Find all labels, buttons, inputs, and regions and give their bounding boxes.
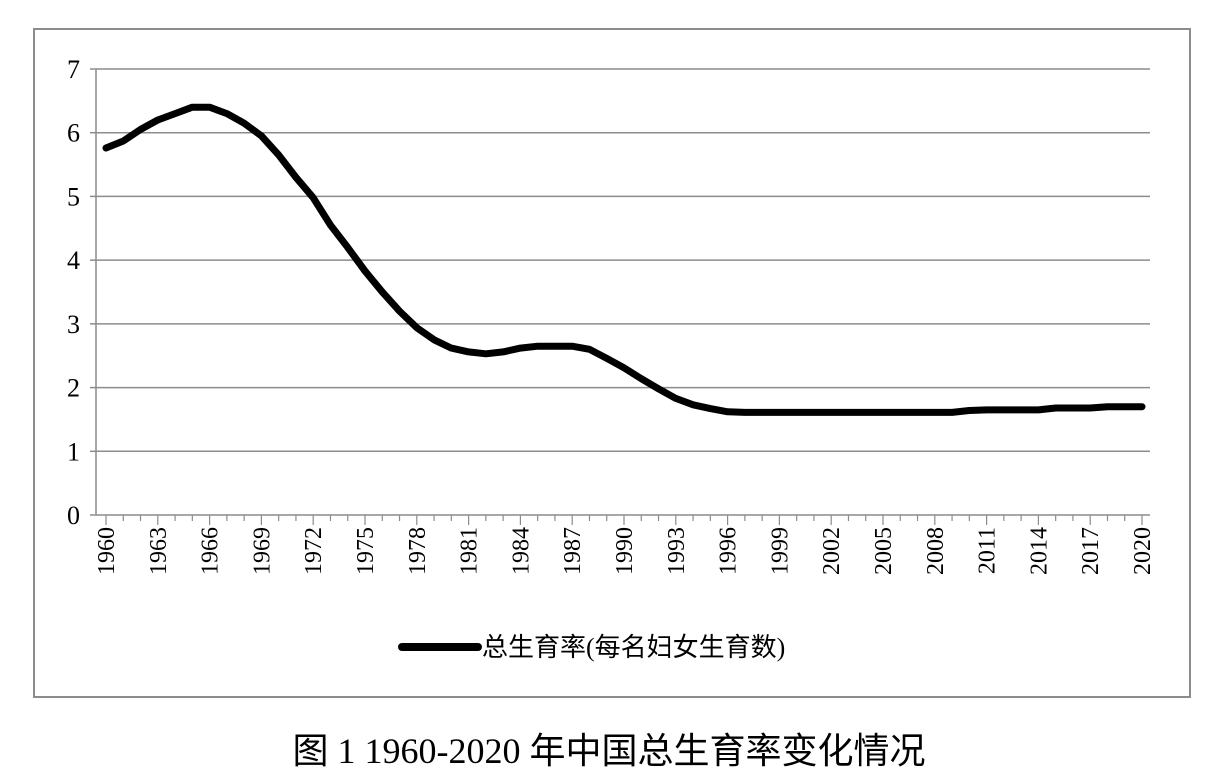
chart-area: 0 1 2 3 4 5 6 7 1960 1963 1966 1969 1972 1975 1978 198… [33,28,1191,698]
axes [90,68,1150,525]
y-tick-label: 7 [67,55,80,84]
x-tick-label: 2017 [1078,527,1104,575]
x-tick-label: 1987 [560,527,586,575]
x-tick-label: 1984 [508,527,534,575]
y-tick-label: 2 [67,374,80,403]
x-tick-label: 2014 [1026,527,1052,575]
x-tick-label: 2002 [819,527,845,575]
y-tick-label: 6 [67,119,80,148]
x-tick-label: 1993 [664,527,690,575]
x-tick-label: 1999 [767,527,793,575]
x-tick-label: 1963 [146,527,172,575]
x-tick-label: 2005 [871,527,897,575]
y-tick-label: 4 [67,246,80,275]
y-tick-label: 3 [67,310,80,339]
x-tick-label: 2008 [923,527,949,575]
x-tick-label: 1969 [249,527,275,575]
x-tick-label: 1975 [353,527,379,575]
x-tick-label: 1981 [457,527,483,575]
legend-label: 总生育率(每名妇女生育数) [482,633,785,662]
x-tick-label: 2020 [1130,527,1156,575]
x-axis-tick-labels: 1960 1963 1966 1969 1972 1975 1978 1981 1984 1987… [94,527,1156,575]
figure-caption: 图 1 1960-2020 年中国总生育率变化情况 [292,731,926,771]
gridlines [96,68,1150,453]
x-tick-label: 1990 [612,527,638,575]
x-tick-label: 1972 [301,527,327,575]
x-tick-label: 1978 [405,527,431,575]
legend: 总生育率(每名妇女生育数) [398,633,785,662]
y-tick-label: 5 [67,182,80,211]
y-axis-tick-labels: 0 1 2 3 4 5 6 7 [67,55,80,530]
x-tick-label: 2011 [975,527,1001,574]
series-line [102,103,1146,416]
series-layer [102,103,1146,416]
x-tick-label: 1966 [198,527,224,575]
fertility-line-chart: 0 1 2 3 4 5 6 7 1960 1963 1966 1969 1972 1975 1978 198… [67,55,1156,662]
x-tick-label: 1960 [94,527,120,575]
y-tick-label: 1 [67,437,80,466]
x-tick-label: 1996 [716,527,742,575]
y-tick-label: 0 [67,501,80,530]
